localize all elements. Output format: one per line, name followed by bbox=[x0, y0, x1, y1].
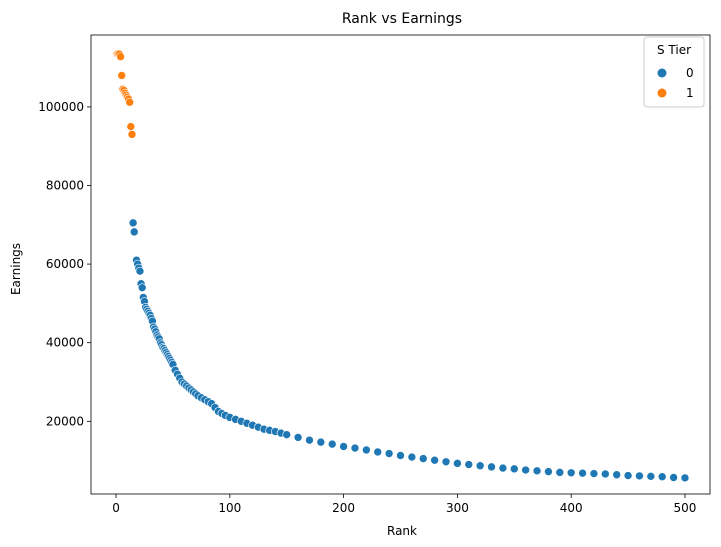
y-tick-label: 100000 bbox=[38, 100, 84, 114]
data-point bbox=[453, 459, 462, 468]
legend: S Tier 0 1 bbox=[643, 36, 705, 108]
plot-frame bbox=[90, 34, 711, 495]
data-point bbox=[680, 473, 690, 483]
data-point bbox=[128, 218, 138, 228]
data-point bbox=[407, 452, 417, 462]
data-point bbox=[126, 122, 136, 131]
data-point bbox=[635, 471, 644, 481]
data-point bbox=[116, 52, 125, 61]
legend-box bbox=[643, 36, 705, 108]
data-point bbox=[509, 464, 519, 474]
data-point bbox=[430, 455, 439, 465]
data-point bbox=[316, 437, 326, 447]
legend-marker-1 bbox=[657, 88, 667, 98]
y-tick-label: 80000 bbox=[46, 179, 84, 193]
data-point bbox=[305, 435, 314, 445]
y-tick-label: 40000 bbox=[46, 336, 84, 350]
x-axis-label: Rank bbox=[387, 524, 417, 538]
data-point bbox=[475, 461, 485, 471]
data-point bbox=[125, 97, 134, 107]
data-point bbox=[544, 467, 553, 476]
data-point bbox=[350, 443, 360, 453]
y-axis-label: Earnings bbox=[9, 243, 23, 295]
data-point bbox=[487, 462, 496, 472]
data-point bbox=[384, 449, 394, 458]
chart-title: Rank vs Earnings bbox=[342, 11, 462, 27]
axes: 0 100 200 300 400 500 20000 40000 60000 80000 1000… bbox=[38, 34, 711, 515]
data-point bbox=[646, 472, 656, 481]
data-point bbox=[396, 451, 405, 460]
data-point bbox=[441, 457, 451, 467]
y-tick-label: 20000 bbox=[46, 414, 84, 428]
y-tick-label: 60000 bbox=[46, 257, 84, 271]
data-point bbox=[293, 433, 303, 442]
x-tick-label: 100 bbox=[218, 501, 241, 515]
x-tick-label: 200 bbox=[332, 501, 355, 515]
data-point bbox=[418, 454, 428, 463]
legend-label-1: 1 bbox=[686, 86, 694, 100]
x-tick-label: 500 bbox=[674, 501, 697, 515]
data-point bbox=[135, 266, 145, 276]
data-point bbox=[623, 471, 633, 480]
data-point bbox=[578, 468, 587, 478]
x-tick-label: 300 bbox=[446, 501, 469, 515]
data-point bbox=[612, 470, 621, 480]
data-point bbox=[555, 468, 565, 477]
data-point bbox=[137, 283, 147, 292]
data-point bbox=[327, 439, 337, 449]
legend-marker-0 bbox=[657, 68, 667, 78]
data-point bbox=[657, 472, 667, 482]
x-tick-label: 400 bbox=[560, 501, 583, 515]
data-point bbox=[117, 71, 127, 80]
data-point bbox=[669, 473, 678, 482]
data-point bbox=[601, 469, 610, 479]
x-tick-label: 0 bbox=[112, 501, 120, 515]
data-point bbox=[566, 468, 576, 478]
data-point bbox=[373, 447, 383, 457]
data-point bbox=[464, 460, 474, 469]
data-point bbox=[129, 227, 139, 237]
data-point bbox=[498, 463, 508, 473]
data-point bbox=[362, 445, 371, 455]
data-point bbox=[127, 130, 137, 139]
data-point bbox=[339, 442, 348, 451]
data-point bbox=[282, 430, 292, 439]
plot-area bbox=[112, 49, 690, 483]
data-point bbox=[532, 466, 542, 476]
legend-title: S Tier bbox=[657, 43, 691, 57]
legend-label-0: 0 bbox=[686, 66, 694, 80]
data-point bbox=[521, 465, 530, 475]
data-point bbox=[589, 469, 599, 478]
